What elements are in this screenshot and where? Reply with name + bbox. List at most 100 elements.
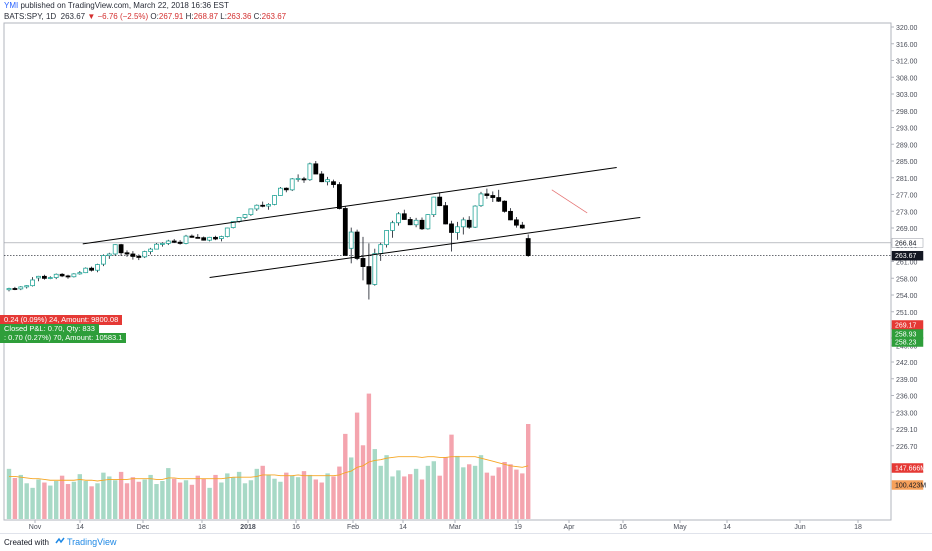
volume-bar bbox=[107, 476, 112, 519]
volume-bar bbox=[378, 465, 383, 519]
volume-bar bbox=[413, 468, 419, 519]
candle bbox=[106, 252, 112, 259]
candle-body bbox=[466, 219, 472, 228]
candle-body bbox=[390, 222, 395, 231]
volume-bar bbox=[325, 473, 330, 519]
candle-body bbox=[437, 196, 443, 207]
candle-body bbox=[395, 213, 401, 224]
volume-bar bbox=[154, 484, 159, 519]
volume-bar bbox=[201, 478, 206, 519]
price-tag-text: 266.84 bbox=[895, 240, 917, 247]
volume-bar bbox=[419, 479, 425, 519]
candle-body bbox=[106, 253, 112, 257]
y-tick-label: 316.00 bbox=[896, 42, 918, 49]
candle-body bbox=[65, 275, 71, 278]
price-tag-text: 269.17 bbox=[895, 323, 917, 330]
volume-bar bbox=[284, 472, 289, 519]
candle bbox=[89, 266, 94, 272]
volume-bar bbox=[260, 465, 265, 519]
price-tag-text: 100.423M bbox=[895, 483, 926, 490]
y-tick-label: 320.00 bbox=[896, 25, 918, 32]
volume-bar bbox=[443, 457, 448, 519]
candle bbox=[207, 236, 213, 242]
volume-bar bbox=[349, 457, 354, 519]
candle bbox=[289, 178, 295, 192]
volume-bar bbox=[18, 474, 23, 519]
candle bbox=[295, 174, 301, 182]
candle bbox=[407, 217, 413, 226]
volume-bar bbox=[526, 424, 531, 519]
price-chart[interactable]: 320.00 316.00 312.00 308.00 303.00 298.00 293.… bbox=[0, 0, 932, 533]
volume-bar bbox=[118, 471, 124, 519]
volume-bar bbox=[431, 461, 436, 519]
volume-bar bbox=[142, 479, 147, 519]
candle-body bbox=[6, 288, 12, 291]
price-tag: 263.67 bbox=[891, 250, 924, 261]
candle bbox=[195, 234, 201, 239]
y-tick-label: 229.10 bbox=[896, 427, 918, 434]
volume-bar bbox=[207, 487, 212, 519]
volume-bar bbox=[354, 412, 360, 519]
volume-bar bbox=[160, 481, 165, 519]
publish-header: YMI published on TradingView.com, March … bbox=[4, 1, 229, 10]
volume-bar bbox=[89, 486, 94, 519]
symbol-label[interactable]: BATS:SPY, 1D bbox=[4, 12, 57, 21]
volume-bar bbox=[195, 475, 200, 519]
candle-body bbox=[112, 244, 118, 255]
volume-bar bbox=[242, 483, 248, 519]
candle-body bbox=[490, 195, 496, 198]
candle bbox=[472, 205, 478, 228]
candle bbox=[454, 221, 460, 240]
y-tick-label: 289.00 bbox=[896, 142, 918, 149]
y-tick-label: 273.00 bbox=[896, 209, 918, 216]
candle bbox=[366, 243, 372, 300]
trend-line bbox=[209, 216, 641, 279]
candle-body bbox=[118, 244, 124, 254]
volume-bar bbox=[484, 472, 490, 519]
candle-body bbox=[159, 243, 165, 245]
candle-body bbox=[283, 187, 289, 191]
candle-body bbox=[71, 273, 77, 278]
author-name[interactable]: YMI bbox=[4, 1, 19, 10]
volume-bar bbox=[236, 471, 242, 519]
y-tick-label: 298.00 bbox=[896, 109, 918, 116]
open-label: O: bbox=[150, 12, 159, 21]
candle-body bbox=[454, 226, 460, 233]
candle-body bbox=[502, 200, 508, 212]
volume-bar bbox=[83, 481, 88, 519]
candle bbox=[460, 217, 466, 235]
candle bbox=[242, 214, 248, 220]
candle-body bbox=[189, 235, 195, 238]
candle-body bbox=[171, 240, 177, 243]
tradingview-brand[interactable]: TradingView bbox=[67, 537, 117, 547]
volume-bar bbox=[313, 479, 318, 519]
candle bbox=[24, 285, 30, 289]
candle bbox=[319, 171, 325, 183]
candle bbox=[384, 230, 390, 248]
x-tick-label: Mar bbox=[449, 524, 462, 531]
candle bbox=[42, 274, 47, 280]
candle-body bbox=[18, 286, 24, 290]
volume-bar bbox=[396, 470, 401, 519]
trend-line bbox=[82, 167, 617, 245]
volume-bar bbox=[6, 468, 12, 519]
down-arrow-icon: ▼ bbox=[87, 12, 96, 21]
y-tick-label: 236.00 bbox=[896, 394, 918, 401]
candle bbox=[413, 217, 419, 228]
volume-ma-line bbox=[9, 456, 529, 482]
volume-bar bbox=[467, 464, 472, 519]
candle-body bbox=[472, 205, 478, 228]
candle-body bbox=[407, 219, 413, 226]
y-tick-label: 281.00 bbox=[896, 176, 918, 183]
volume-bar bbox=[225, 473, 230, 519]
price-tag-text: 258.23 bbox=[895, 340, 917, 347]
volume-bar bbox=[372, 449, 377, 519]
volume-bar bbox=[219, 482, 224, 519]
candle-body bbox=[207, 236, 213, 241]
candle bbox=[30, 277, 36, 287]
candle-body bbox=[325, 179, 331, 183]
candle-body bbox=[401, 213, 407, 220]
candle-body bbox=[478, 193, 484, 207]
y-tick-label: 239.00 bbox=[896, 377, 918, 384]
candle bbox=[478, 191, 484, 207]
